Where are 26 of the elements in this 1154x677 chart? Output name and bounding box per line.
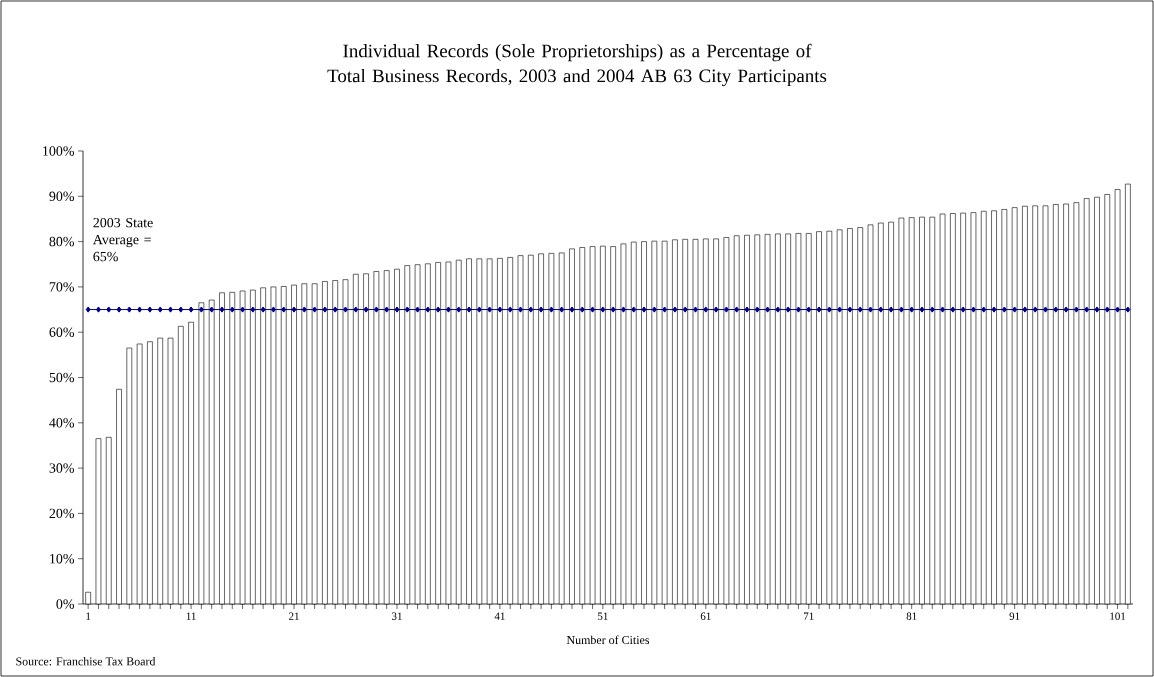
chart-title: Individual Records (Sole Proprietorships) as a Percentage of Total Business Records, 2003 and 2004 AB 63 City Participants <box>327 43 827 87</box>
x-tick-label: 21 <box>289 612 299 620</box>
x-tick-label: 71 <box>803 612 814 620</box>
x-tick-label: 1 <box>86 612 91 620</box>
y-tick-label: 90% <box>49 191 74 202</box>
x-axis-title: Number of Cities <box>566 635 650 645</box>
x-tick-label: 41 <box>494 612 505 620</box>
x-tick-label: 11 <box>186 612 196 620</box>
x-tick-label: 81 <box>906 612 917 620</box>
text: 2003 State Average = 65% <box>92 217 153 262</box>
x-tick-label: 101 <box>1110 612 1126 620</box>
y-tick-label: 70% <box>49 282 74 292</box>
y-tick-label: 0% <box>56 599 74 609</box>
x-tick-label: 91 <box>1009 612 1020 620</box>
y-tick-label: 80% <box>49 236 74 247</box>
source-note: Source: Franchise Tax Board <box>16 657 156 666</box>
y-tick-label: 20% <box>49 508 74 519</box>
y-tick-label: 30% <box>49 463 74 473</box>
y-tick-label: 10% <box>50 553 74 564</box>
x-tick-label: 51 <box>598 612 608 620</box>
y-tick-label: 60% <box>49 327 74 337</box>
y-tick-label: 50% <box>49 372 74 383</box>
x-tick-label: 61 <box>700 612 711 620</box>
x-tick-label: 31 <box>392 612 402 620</box>
y-tick-label: 40% <box>49 418 74 428</box>
y-tick-label: 100% <box>43 146 74 156</box>
